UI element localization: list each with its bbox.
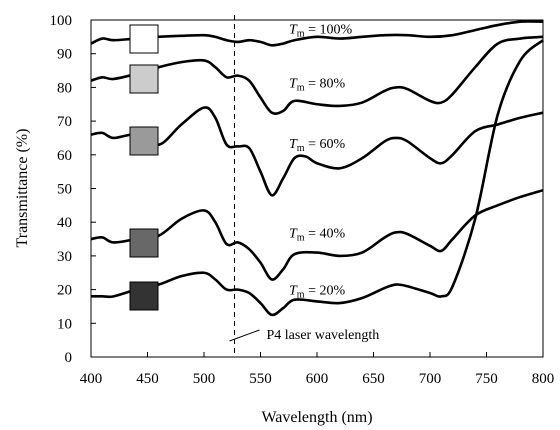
y-tick-label: 100: [50, 13, 73, 29]
x-tick-label: 800: [532, 371, 555, 387]
x-tick-label: 700: [419, 371, 442, 387]
annotation-layer: P4 laser wavelength: [229, 15, 380, 357]
series-label-5: Tm = 20%: [289, 284, 345, 301]
swatch-3: [129, 126, 159, 156]
x-tick-label: 400: [80, 371, 103, 387]
series-line-3: [90, 106, 544, 197]
y-tick-label: 70: [57, 114, 72, 130]
y-tick-label: 80: [57, 80, 72, 96]
x-tick-label: 500: [193, 371, 216, 387]
x-axis-title: Wavelength (nm): [261, 409, 372, 426]
swatch-2: [129, 64, 159, 94]
series-line-2: [90, 35, 544, 115]
annotation-label: P4 laser wavelength: [267, 328, 380, 343]
y-tick-label: 0: [65, 350, 73, 366]
series-line-5: [91, 39, 544, 317]
series-label-3: Tm = 60%: [289, 137, 345, 154]
y-tick-label: 90: [57, 47, 72, 63]
plot-frame: [90, 19, 544, 358]
swatch-4: [129, 228, 159, 258]
y-tick-label: 50: [57, 182, 72, 198]
x-tick-label: 450: [136, 371, 159, 387]
swatch-5: [129, 281, 159, 311]
y-tick-label: 40: [57, 215, 72, 231]
x-tick-label: 600: [306, 371, 329, 387]
y-tick-label: 30: [57, 249, 72, 265]
x-tick-label: 750: [475, 371, 498, 387]
series-line-1: [90, 20, 544, 47]
y-tick-label: 60: [57, 148, 72, 164]
y-tick-label: 20: [57, 283, 72, 299]
y-axis-title: Transmittance (%): [14, 129, 31, 248]
series-label-2: Tm = 80%: [289, 76, 345, 93]
series-line-4: [90, 188, 544, 281]
y-tick-label: 10: [57, 316, 72, 332]
series-label-1: Tm = 100%: [289, 22, 352, 39]
series-label-4: Tm = 40%: [289, 226, 345, 243]
swatch-1: [129, 24, 159, 54]
axes: 400 450 500 550 600 650 700 750 800 0 10 20 30 40 50 60…: [50, 13, 555, 387]
annotation-leader: [229, 329, 260, 342]
x-tick-label: 650: [362, 371, 385, 387]
x-tick-label: 550: [249, 371, 272, 387]
series-layer: Tm = 100% Tm = 80% Tm = 60% Tm = 40% Tm = 20…: [90, 20, 544, 317]
swatch-layer: [129, 24, 159, 311]
